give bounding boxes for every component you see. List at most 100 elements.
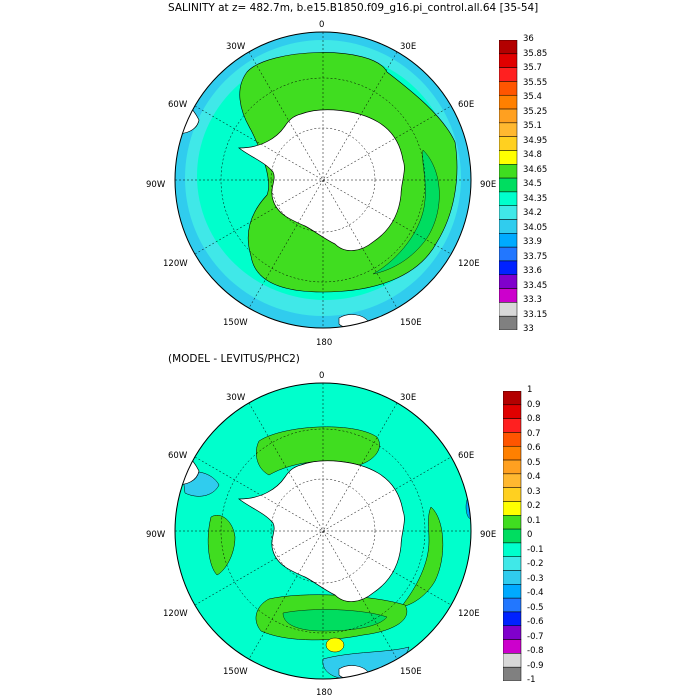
colorbar-label: -0.5 — [527, 602, 544, 613]
lon-label-180: 180 — [316, 338, 333, 348]
colorbar-swatch — [503, 391, 522, 406]
colorbar-label: 33.9 — [523, 237, 542, 247]
colorbar-label: -0.2 — [527, 559, 544, 569]
lon-label-150w-2: 150W — [223, 667, 248, 677]
lon-label-30w-2: 30W — [226, 393, 246, 403]
colorbar-label: 0.1 — [527, 515, 541, 526]
colorbar-label: 34.2 — [523, 208, 542, 218]
lon-label-90e: 90E — [480, 180, 497, 190]
colorbar-label: 36 — [523, 34, 534, 44]
colorbar-label: -0.3 — [527, 573, 544, 584]
colorbar-label: -0.6 — [527, 617, 544, 627]
colorbar-label: 35.85 — [523, 48, 548, 59]
colorbar-label: -0.4 — [527, 588, 544, 598]
lon-label-60w-2: 60W — [168, 451, 188, 461]
colorbar-swatch — [503, 625, 522, 640]
lon-label-30e-2: 30E — [400, 393, 417, 403]
colorbar-swatch — [499, 288, 518, 303]
lon-label-60w: 60W — [168, 100, 188, 110]
colorbar-label: 1 — [527, 385, 533, 395]
colorbar-swatch — [499, 67, 518, 82]
colorbar-swatch — [503, 666, 522, 681]
colorbar-swatch — [503, 418, 522, 433]
colorbar-swatch — [499, 177, 518, 193]
colorbar-label: 35.7 — [523, 63, 542, 73]
colorbar-label: 34.35 — [523, 193, 548, 204]
colorbar-label: 0 — [527, 530, 533, 540]
colorbar-swatch — [499, 315, 518, 330]
lon-label-0-2: 0 — [319, 371, 325, 381]
map-border-2 — [174, 382, 472, 680]
lon-label-180-2: 180 — [316, 688, 333, 698]
colorbar-swatch — [503, 473, 522, 488]
colorbar-swatch — [499, 205, 518, 220]
lon-label-90e-2: 90E — [480, 530, 497, 540]
graticule-2 — [175, 383, 471, 679]
antarctica-landmass-2 — [238, 460, 405, 602]
lon-label-120w-2: 120W — [163, 609, 188, 619]
colorbar-label: 0.4 — [527, 472, 541, 482]
colorbar-swatch — [499, 164, 518, 179]
salinity-colorbar — [499, 40, 518, 330]
colorbar-label: 0.8 — [527, 414, 541, 424]
colorbar-label: 0.2 — [527, 501, 541, 511]
lon-label-150e-2: 150E — [400, 667, 422, 677]
lon-label-30w: 30W — [226, 42, 246, 52]
colorbar-swatch — [503, 528, 522, 544]
antarctica-landmass — [238, 109, 405, 251]
colorbar-swatch — [503, 501, 522, 516]
colorbar-label: 35.55 — [523, 77, 548, 88]
colorbar-label: 34.8 — [523, 150, 542, 160]
colorbar-swatch — [499, 108, 518, 124]
colorbar-label: 33.15 — [523, 309, 548, 320]
colorbar-swatch — [499, 233, 518, 248]
colorbar-label: -1 — [527, 675, 536, 685]
diff-yellow-anomaly — [325, 637, 345, 653]
colorbar-swatch — [503, 515, 522, 530]
colorbar-swatch — [499, 150, 518, 165]
lon-label-60e-2: 60E — [458, 451, 475, 461]
lon-label-150w: 150W — [223, 318, 248, 328]
colorbar-swatch — [503, 639, 522, 654]
panel1-title: SALINITY at z= 482.7m, b.e15.B1850.f09_g… — [168, 2, 539, 14]
lon-label-120e-2: 120E — [458, 609, 480, 619]
colorbar-label: 33.45 — [523, 280, 548, 291]
colorbar-swatch — [499, 219, 518, 234]
colorbar-label: 33.75 — [523, 251, 548, 262]
colorbar-label: 0.6 — [527, 443, 541, 453]
colorbar-swatch — [499, 260, 518, 276]
colorbar-swatch — [503, 653, 522, 668]
colorbar-swatch — [499, 94, 518, 110]
colorbar-swatch — [503, 611, 522, 627]
colorbar-swatch — [499, 191, 518, 206]
difference-colorbar — [503, 391, 522, 681]
colorbar-label: 0.7 — [527, 428, 541, 439]
graticule — [175, 32, 471, 328]
colorbar-swatch — [499, 136, 518, 151]
lon-label-90w-2: 90W — [146, 530, 166, 540]
colorbar-label: 34.95 — [523, 135, 548, 146]
colorbar-swatch — [499, 246, 518, 262]
colorbar-label: -0.9 — [527, 660, 544, 671]
colorbar-swatch — [503, 542, 522, 557]
green2-band-region — [372, 149, 440, 275]
colorbar-swatch — [503, 404, 522, 419]
lon-label-0: 0 — [319, 20, 325, 30]
colorbar-swatch — [499, 40, 518, 55]
lon-label-120w: 120W — [163, 259, 188, 269]
colorbar-swatch — [503, 459, 522, 475]
colorbar-label: 0.3 — [527, 486, 541, 497]
colorbar-label: -0.8 — [527, 646, 544, 656]
map-border — [174, 31, 472, 329]
lon-label-90w: 90W — [146, 180, 166, 190]
lon-label-150e: 150E — [400, 318, 422, 328]
colorbar-swatch — [503, 487, 522, 502]
colorbar-label: 35.1 — [523, 121, 542, 131]
lon-label-60e: 60E — [458, 100, 475, 110]
colorbar-swatch — [499, 81, 518, 96]
colorbar-swatch — [499, 302, 518, 317]
colorbar-swatch — [499, 53, 518, 68]
colorbar-label: 33.6 — [523, 266, 542, 276]
lon-label-120e: 120E — [458, 259, 480, 269]
lon-label-30e: 30E — [400, 42, 417, 52]
